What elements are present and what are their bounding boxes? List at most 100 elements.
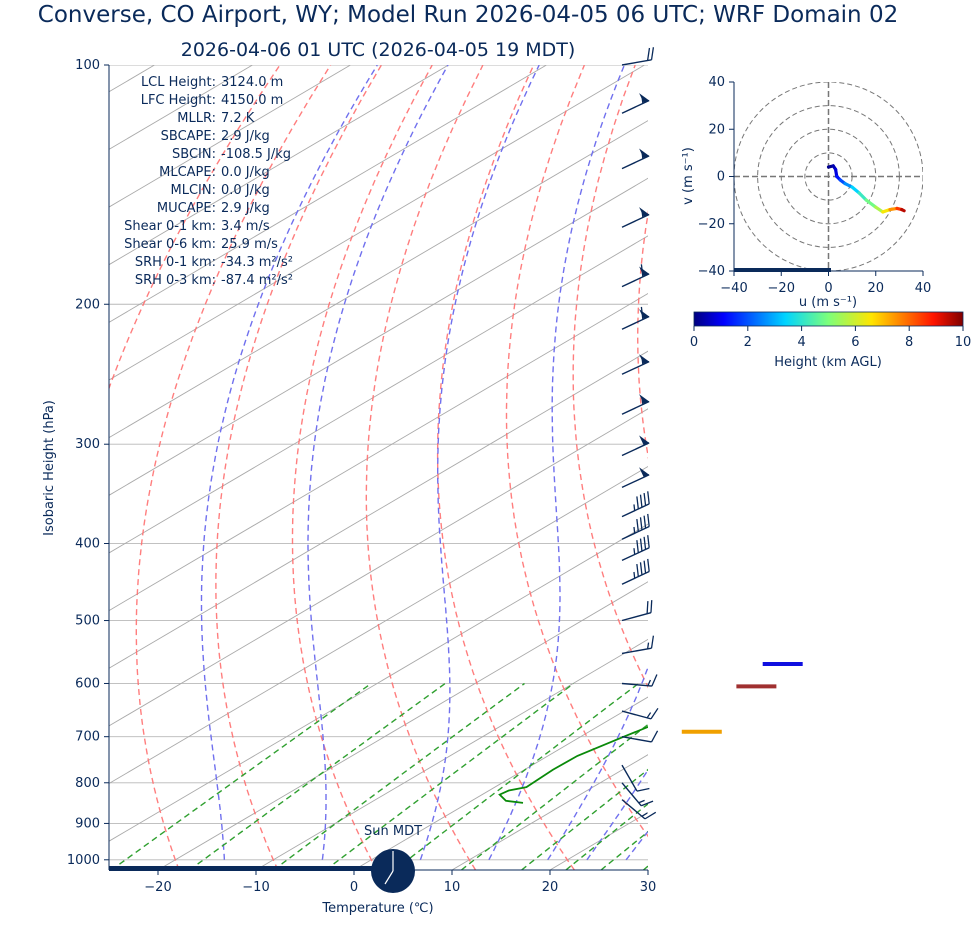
barb-half [641, 97, 644, 104]
dry-adiabat [572, 65, 648, 689]
wind-barb [621, 435, 650, 457]
barb-full [643, 560, 647, 574]
barb-shaft [621, 736, 652, 743]
isotherm-line [109, 465, 648, 785]
barb-shaft [621, 155, 650, 170]
barb-half [641, 211, 644, 218]
wind-barb [621, 264, 650, 288]
barb-shaft [621, 503, 650, 518]
barb-full [639, 538, 643, 552]
stat-label: MUCAPE: [157, 201, 216, 216]
barb-half [641, 358, 644, 365]
barb-full [639, 494, 643, 508]
moist-adiabat [419, 65, 540, 861]
isotherm-line [109, 350, 648, 669]
isotherm-line [157, 581, 648, 870]
isotherm-line [109, 293, 648, 612]
stat-value: 4150.0 m [221, 93, 283, 108]
dry-adiabat [636, 209, 648, 460]
stat-value: -87.4 m²/s² [221, 273, 293, 288]
dry-adiabat [761, 65, 972, 870]
moist-adiabat [665, 65, 972, 860]
moist-adiabat [547, 665, 648, 861]
barb-shaft [621, 315, 650, 330]
dry-adiabat [436, 65, 575, 870]
barb-full [643, 492, 647, 506]
barb-flag [639, 435, 650, 446]
colorbar-tick-label: 2 [744, 335, 752, 350]
barb-shaft [621, 59, 652, 66]
hodograph-trace [826, 164, 906, 214]
hodo-x-tick-label: 40 [915, 281, 932, 296]
wind-barb [621, 306, 650, 330]
hodograph-segment [857, 191, 868, 202]
hodograph-segment [864, 198, 878, 209]
daylight-bar [109, 866, 374, 871]
barb-shaft [621, 213, 650, 228]
barb-full [639, 517, 643, 530]
isotherm-line [109, 65, 351, 208]
stat-label: SBCAPE: [161, 129, 216, 144]
barb-full [650, 47, 655, 60]
wind-barb [621, 707, 659, 720]
barb-shaft [621, 525, 650, 540]
dry-adiabat [700, 65, 969, 870]
isotherm-line [109, 65, 449, 266]
stat-value: 3.4 m/s [221, 219, 270, 234]
barb-half [646, 642, 650, 649]
barb-flag [639, 148, 650, 159]
x-tick-label: −10 [242, 880, 269, 895]
isotherm-line [746, 65, 972, 870]
barb-half [633, 504, 636, 511]
stat-label: MLCIN: [171, 183, 216, 198]
stat-value: 2.9 J/kg [221, 201, 270, 216]
wind-barbs [621, 47, 659, 820]
skewt-x-ticks: −20 −10 0 10 20 30 [144, 870, 656, 895]
stat-label: SBCIN: [172, 147, 216, 162]
dry-adiabat [365, 65, 484, 870]
hodo-x-tick-label: 20 [867, 281, 884, 296]
isotherm-line [451, 754, 648, 870]
stat-label: Shear 0-6 km: [124, 237, 216, 252]
y-tick-label: 300 [75, 437, 100, 452]
isotherm-line [109, 408, 648, 727]
hodograph: −40 −20 0 20 40 −40 −20 0 20 40 u (m s⁻¹) v (m s⁻… [681, 75, 931, 310]
y-tick-label: 600 [75, 676, 100, 691]
stat-label: Shear 0-1 km: [124, 219, 216, 234]
wind-barb [621, 491, 650, 518]
stat-value: 3124.0 m [221, 75, 283, 90]
hodo-x-tick-label: −40 [720, 281, 747, 296]
barb-shaft [621, 612, 652, 622]
barb-shaft [621, 647, 652, 655]
barb-shaft [621, 547, 650, 562]
hodo-y-tick-label: 40 [708, 75, 725, 90]
barb-half [641, 398, 644, 405]
barb-shaft [621, 764, 638, 792]
wind-barb [621, 535, 650, 562]
stat-value: 25.9 m/s [221, 237, 278, 252]
barb-full [646, 601, 649, 614]
isotherm-line [109, 177, 648, 496]
stat-label: MLLR: [177, 111, 216, 126]
stat-value: 0.0 J/kg [221, 183, 270, 198]
dry-adiabat [135, 65, 332, 870]
barb-shaft [621, 273, 650, 288]
stat-label: LFC Height: [141, 93, 216, 108]
wind-barb [621, 93, 650, 114]
barb-shaft [621, 710, 652, 720]
dry-adiabat [505, 65, 648, 838]
barb-full [651, 674, 658, 687]
barb-flag [639, 467, 650, 478]
isotherm-line [549, 811, 648, 870]
barb-full [646, 47, 651, 61]
barb-half [633, 526, 636, 534]
stat-label: LCL Height: [141, 75, 216, 90]
skewt-level-markers [681, 661, 803, 734]
barb-half [633, 571, 636, 579]
hodo-y-tick-label: 0 [717, 170, 725, 185]
colorbar-tick-label: 10 [955, 335, 972, 350]
wind-barb [621, 799, 657, 820]
x-tick-label: −20 [144, 880, 171, 895]
isotherm-line [255, 638, 648, 870]
height-colorbar: 0 2 4 6 8 10 Height (km AGL) [690, 311, 972, 370]
